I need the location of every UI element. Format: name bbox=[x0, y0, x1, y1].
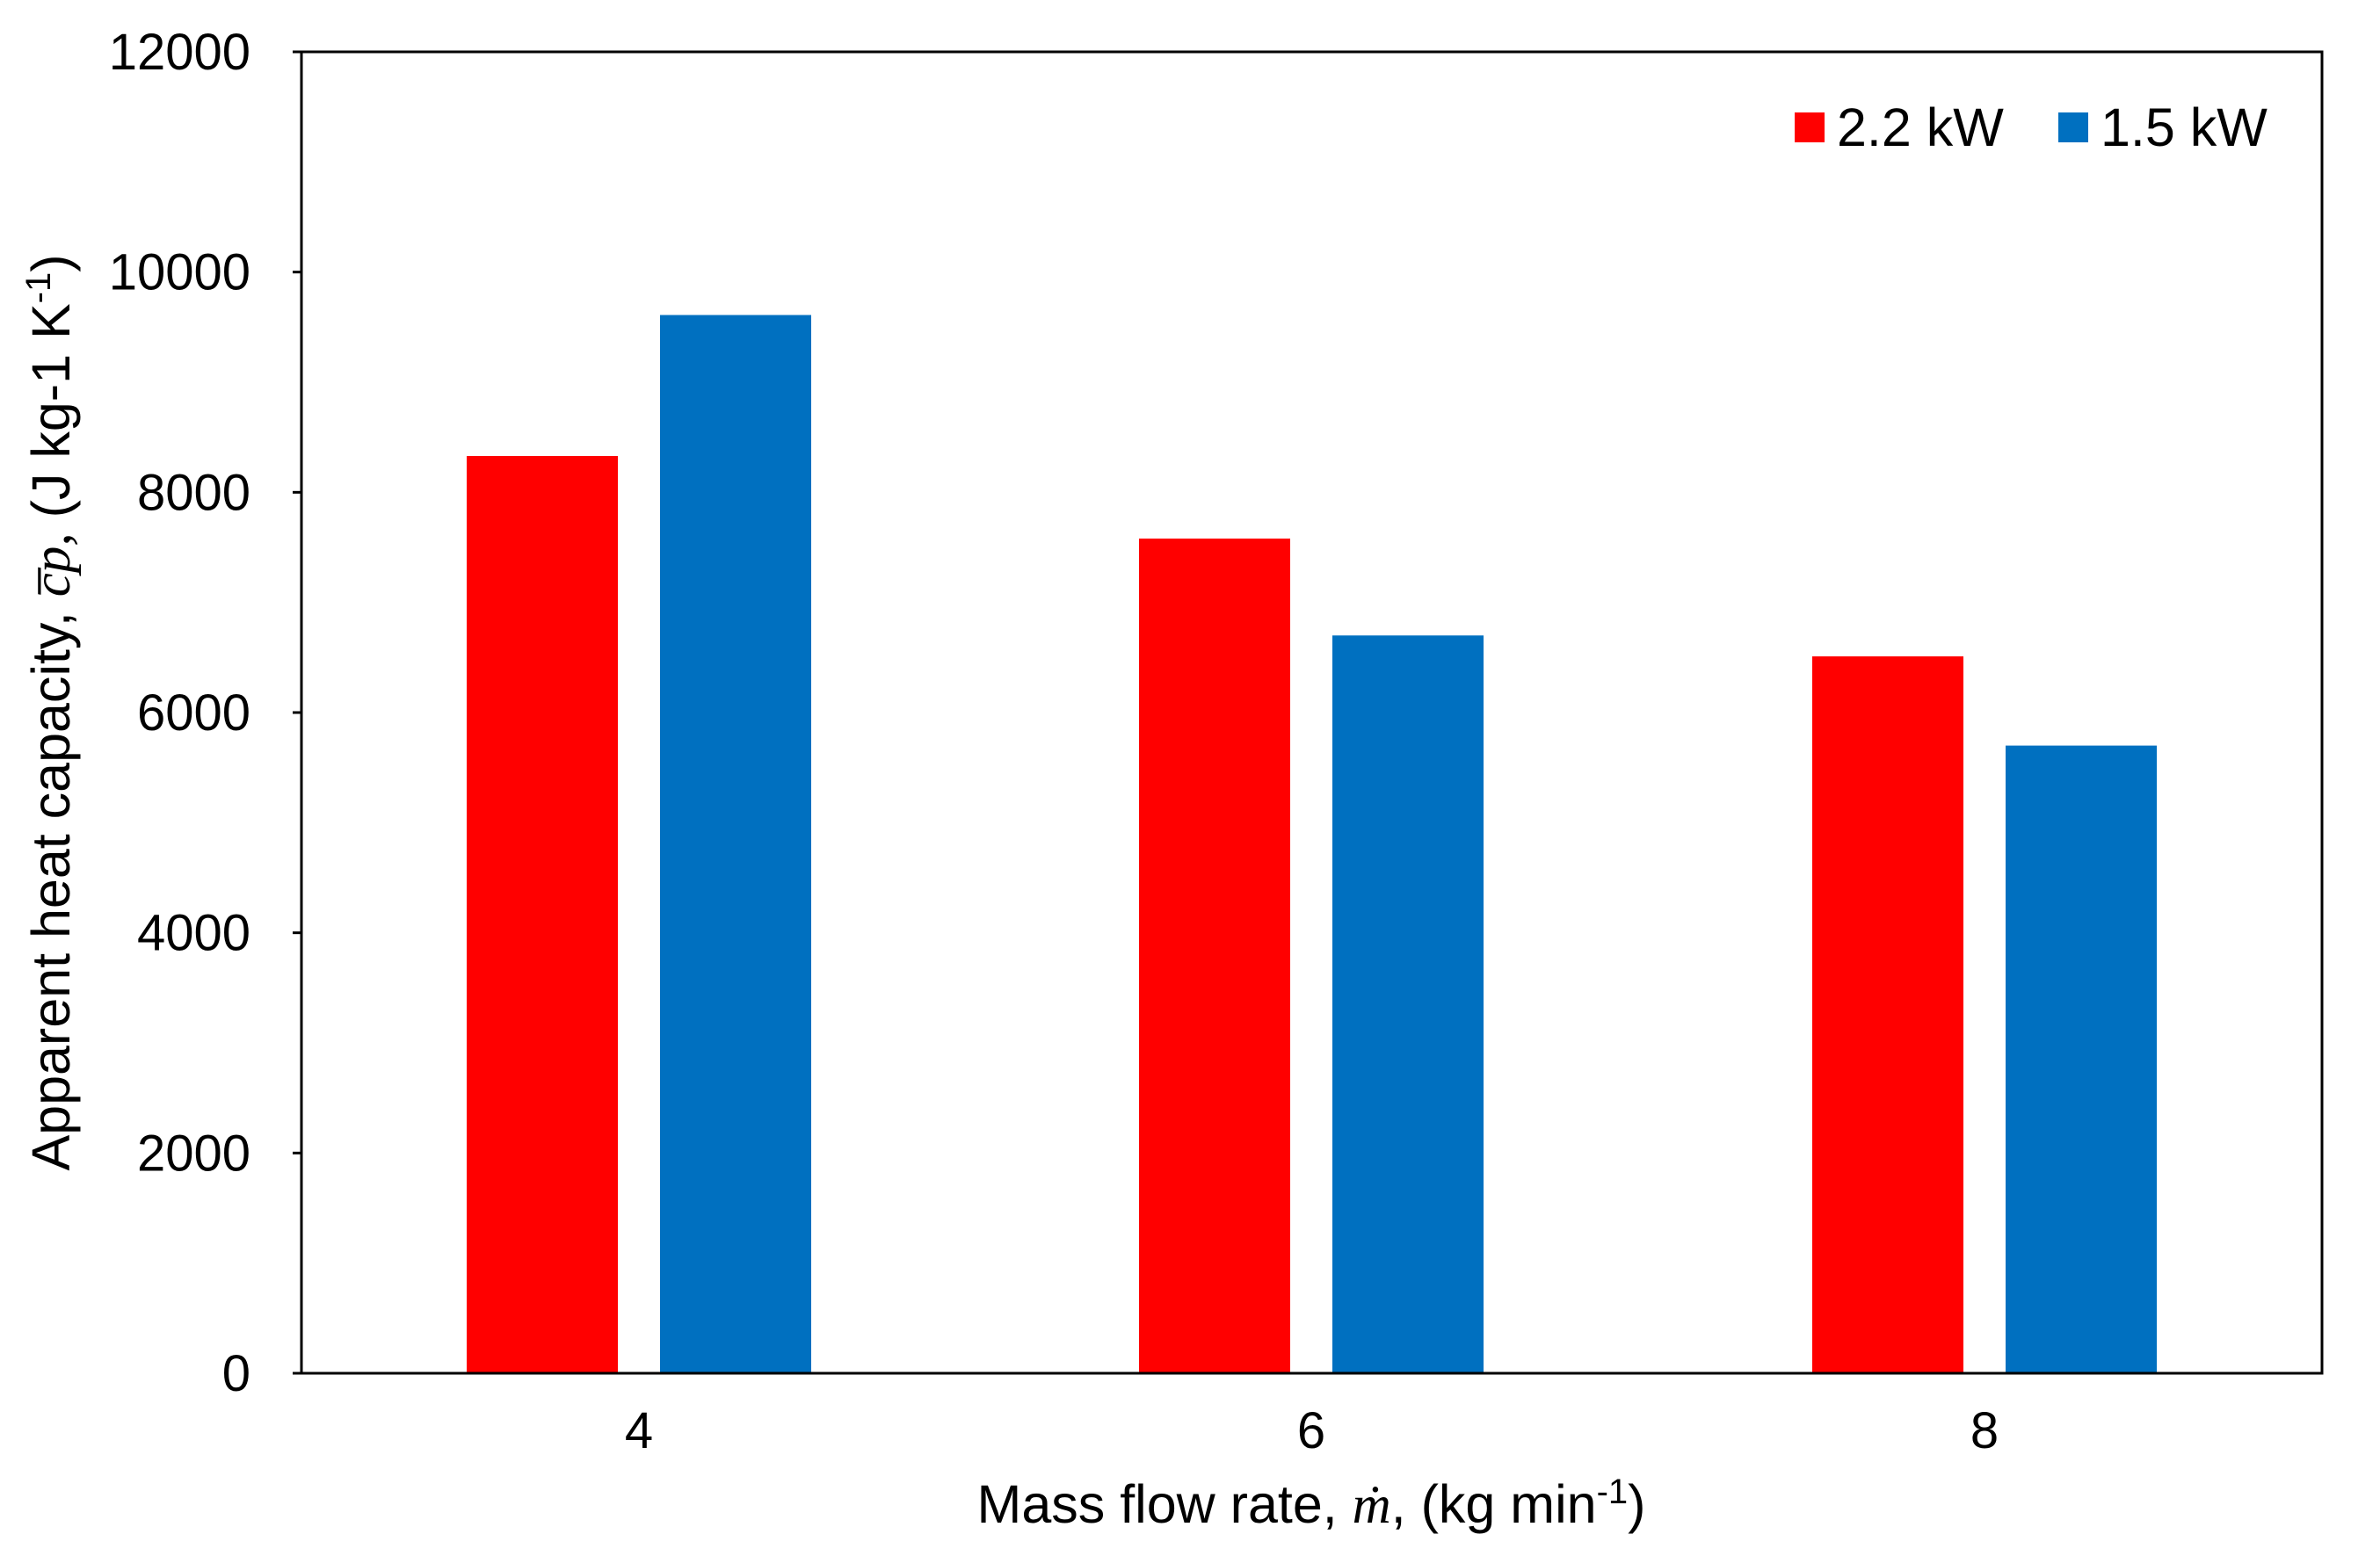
y-tick-label: 6000 bbox=[137, 684, 250, 742]
bars-group bbox=[467, 315, 2157, 1374]
x-axis-title-symbol: ṁ bbox=[1353, 1476, 1391, 1535]
y-tick-label: 8000 bbox=[137, 464, 250, 521]
y-tick-label: 10000 bbox=[109, 244, 250, 301]
legend-swatch-1-5-kw bbox=[2058, 112, 2088, 142]
y-axis-title-exponent: -1 bbox=[19, 272, 58, 304]
y-axis-title-symbol: c̅p, bbox=[23, 532, 82, 597]
y-tick-label: 0 bbox=[222, 1345, 250, 1402]
bar-1-5-kw-6 bbox=[1332, 635, 1484, 1373]
y-axis-title: Apparent heat capacity, c̅p, (J kg-1 K-1… bbox=[19, 254, 82, 1170]
x-axis-title-prefix: Mass flow rate, bbox=[977, 1474, 1353, 1534]
legend-label-2-2-kw: 2.2 kW bbox=[1837, 98, 2004, 157]
y-axis-title-suffix: ) bbox=[21, 254, 81, 271]
y-tick-label: 12000 bbox=[109, 24, 250, 81]
legend: 2.2 kW 1.5 kW bbox=[1795, 98, 2268, 157]
bar-1-5-kw-8 bbox=[2006, 745, 2157, 1373]
x-tick-label: 4 bbox=[625, 1402, 653, 1459]
legend-label-1-5-kw: 1.5 kW bbox=[2101, 98, 2268, 157]
x-axis-title-middle: , (kg min bbox=[1391, 1474, 1597, 1534]
y-axis-ticks: 0 2000 4000 6000 8000 10000 12000 bbox=[109, 24, 301, 1402]
bar-2-2-kw-6 bbox=[1139, 538, 1290, 1373]
bar-2-2-kw-8 bbox=[1812, 656, 1963, 1373]
x-axis-title: Mass flow rate, ṁ, (kg min-1) bbox=[977, 1473, 1646, 1535]
bar-1-5-kw-4 bbox=[660, 315, 811, 1374]
y-tick-label: 2000 bbox=[137, 1125, 250, 1182]
legend-swatch-2-2-kw bbox=[1795, 112, 1825, 142]
x-tick-label: 8 bbox=[1970, 1402, 1999, 1459]
x-tick-label: 6 bbox=[1297, 1402, 1325, 1459]
bar-2-2-kw-4 bbox=[467, 455, 618, 1373]
y-axis-title-prefix: Apparent heat capacity, bbox=[21, 597, 81, 1170]
x-axis-title-exponent: -1 bbox=[1597, 1473, 1629, 1511]
x-axis-ticks: 4 6 8 bbox=[625, 1402, 1999, 1459]
y-axis-title-middle: (J kg-1 K bbox=[21, 303, 81, 532]
x-axis-title-suffix: ) bbox=[1628, 1474, 1645, 1534]
y-tick-label: 4000 bbox=[137, 905, 250, 962]
